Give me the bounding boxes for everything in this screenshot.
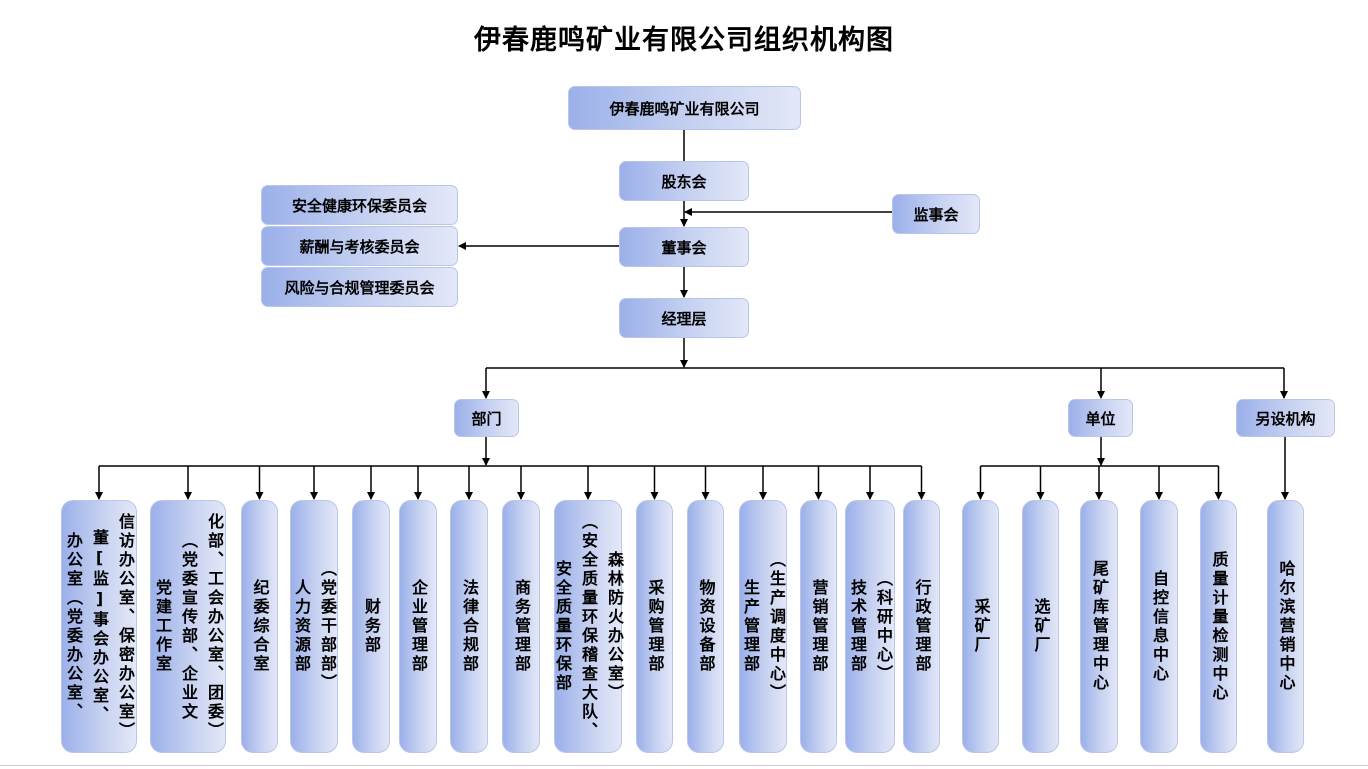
- box-text-column: 商务管理部: [512, 579, 531, 674]
- unit-box[interactable]: 自控信息中心: [1140, 500, 1178, 753]
- unit-box[interactable]: 选矿厂: [1022, 500, 1059, 753]
- departments-group-box[interactable]: 部门: [454, 399, 519, 437]
- management-box[interactable]: 经理层: [619, 298, 749, 338]
- box-text-column: 化部、工会办公室、团委）: [205, 512, 224, 741]
- box-text-column: 营销管理部: [809, 579, 829, 674]
- units-group-label: 单位: [1085, 409, 1116, 428]
- box-text-column: 自控信息中心: [1150, 569, 1169, 684]
- company-label: 伊春鹿鸣矿业有限公司: [609, 99, 760, 118]
- box-text-column: 质量计量检测中心: [1209, 550, 1229, 703]
- box-text-column: 董[监]事会办公室、: [90, 528, 109, 725]
- committee-label: 薪酬与考核委员会: [299, 237, 420, 256]
- box-text-column: 哈尔滨营销中心: [1276, 560, 1296, 693]
- department-box[interactable]: 物资设备部: [687, 500, 724, 753]
- box-text-column: （科研中心）: [874, 569, 893, 684]
- chart-title: 伊春鹿鸣矿业有限公司组织机构图: [474, 25, 894, 56]
- department-box[interactable]: 行政管理部: [903, 500, 940, 753]
- box-text-column: （安全质量环保稽查大队、: [579, 512, 598, 741]
- supervisors-label: 监事会: [913, 205, 959, 224]
- other-box[interactable]: 哈尔滨营销中心: [1267, 500, 1304, 753]
- unit-box[interactable]: 质量计量检测中心: [1200, 500, 1237, 753]
- box-text-column: 选矿厂: [1031, 598, 1051, 655]
- shareholders-label: 股东会: [661, 172, 707, 191]
- committee-label: 安全健康环保委员会: [291, 196, 427, 215]
- box-text-column: 生产管理部: [741, 579, 760, 674]
- box-text-column: 采购管理部: [645, 579, 665, 674]
- department-box[interactable]: 法律合规部: [450, 500, 488, 753]
- department-box[interactable]: 党建工作室 （党委宣传部、企业文 化部、工会办公室、团委）: [150, 500, 226, 753]
- department-box[interactable]: 商务管理部: [502, 500, 540, 753]
- unit-box[interactable]: 尾矿库管理中心: [1080, 500, 1118, 753]
- department-box[interactable]: 生产管理部 （生产调度中心）: [739, 500, 787, 753]
- other-group-box[interactable]: 另设机构: [1236, 399, 1335, 437]
- box-text-column: 技术管理部: [848, 579, 867, 674]
- department-box[interactable]: 企业管理部: [399, 500, 437, 753]
- box-text-column: （生产调度中心）: [767, 550, 786, 703]
- department-box[interactable]: 纪委综合室: [241, 500, 278, 753]
- committee-box[interactable]: 薪酬与考核委员会: [261, 226, 458, 266]
- department-box[interactable]: 采购管理部: [636, 500, 673, 753]
- committee-label: 风险与合规管理委员会: [284, 278, 435, 297]
- shareholders-box[interactable]: 股东会: [619, 161, 749, 201]
- management-label: 经理层: [661, 309, 707, 328]
- box-text-column: 法律合规部: [460, 579, 479, 674]
- department-box[interactable]: 财务部: [352, 500, 390, 753]
- box-text-column: 安全质量环保部: [553, 560, 572, 693]
- bottom-divider: [0, 765, 1368, 766]
- box-text-column: 行政管理部: [912, 579, 932, 674]
- department-box[interactable]: 人力资源部 （党委干部部）: [290, 500, 338, 753]
- box-text-column: 采矿厂: [971, 598, 991, 655]
- box-text-column: 纪委综合室: [250, 579, 270, 674]
- box-text-column: 森林防火办公室）: [605, 550, 624, 703]
- box-text-column: 尾矿库管理中心: [1090, 560, 1109, 693]
- box-text-column: 人力资源部: [292, 579, 311, 674]
- box-text-column: （党委干部部）: [318, 560, 337, 693]
- box-text-column: 信访办公室、保密办公室）: [116, 512, 135, 741]
- box-text-column: 办公室（党委办公室、: [64, 531, 83, 722]
- board-box[interactable]: 董事会: [619, 227, 749, 267]
- box-text-column: 党建工作室: [153, 579, 172, 674]
- departments-group-label: 部门: [471, 409, 502, 428]
- department-box[interactable]: 技术管理部 （科研中心）: [845, 500, 895, 753]
- box-text-column: （党委宣传部、企业文: [179, 531, 198, 722]
- box-text-column: 物资设备部: [696, 579, 716, 674]
- department-box[interactable]: 安全质量环保部 （安全质量环保稽查大队、 森林防火办公室）: [553, 500, 624, 753]
- units-group-box[interactable]: 单位: [1068, 399, 1133, 437]
- box-text-column: 企业管理部: [409, 579, 428, 674]
- department-box[interactable]: 营销管理部: [800, 500, 837, 753]
- board-label: 董事会: [661, 238, 707, 257]
- company-box[interactable]: 伊春鹿鸣矿业有限公司: [568, 86, 801, 130]
- unit-box[interactable]: 采矿厂: [962, 500, 999, 753]
- committee-box[interactable]: 安全健康环保委员会: [261, 185, 458, 225]
- supervisors-box[interactable]: 监事会: [892, 194, 980, 234]
- department-box[interactable]: 办公室（党委办公室、 董[监]事会办公室、 信访办公室、保密办公室）: [61, 500, 137, 753]
- committee-box[interactable]: 风险与合规管理委员会: [261, 267, 458, 307]
- other-group-label: 另设机构: [1255, 409, 1316, 428]
- box-text-column: 财务部: [362, 598, 381, 655]
